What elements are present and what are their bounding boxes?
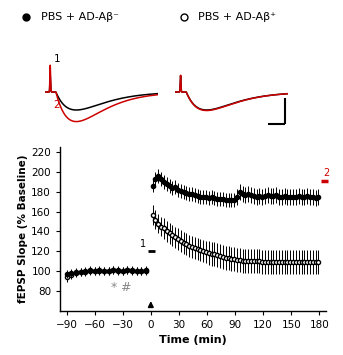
Y-axis label: fEPSP Slope (% Baseline): fEPSP Slope (% Baseline)	[19, 155, 28, 303]
Text: 1: 1	[140, 239, 146, 249]
Text: PBS + AD-Aβ⁺: PBS + AD-Aβ⁺	[198, 12, 276, 22]
Text: #: #	[120, 281, 131, 294]
Text: 2: 2	[54, 100, 60, 110]
Text: PBS + AD-Aβ⁻: PBS + AD-Aβ⁻	[40, 12, 119, 22]
Text: 2: 2	[323, 168, 329, 178]
X-axis label: Time (min): Time (min)	[159, 335, 227, 345]
Text: 1: 1	[54, 54, 60, 64]
Text: *: *	[110, 281, 117, 294]
